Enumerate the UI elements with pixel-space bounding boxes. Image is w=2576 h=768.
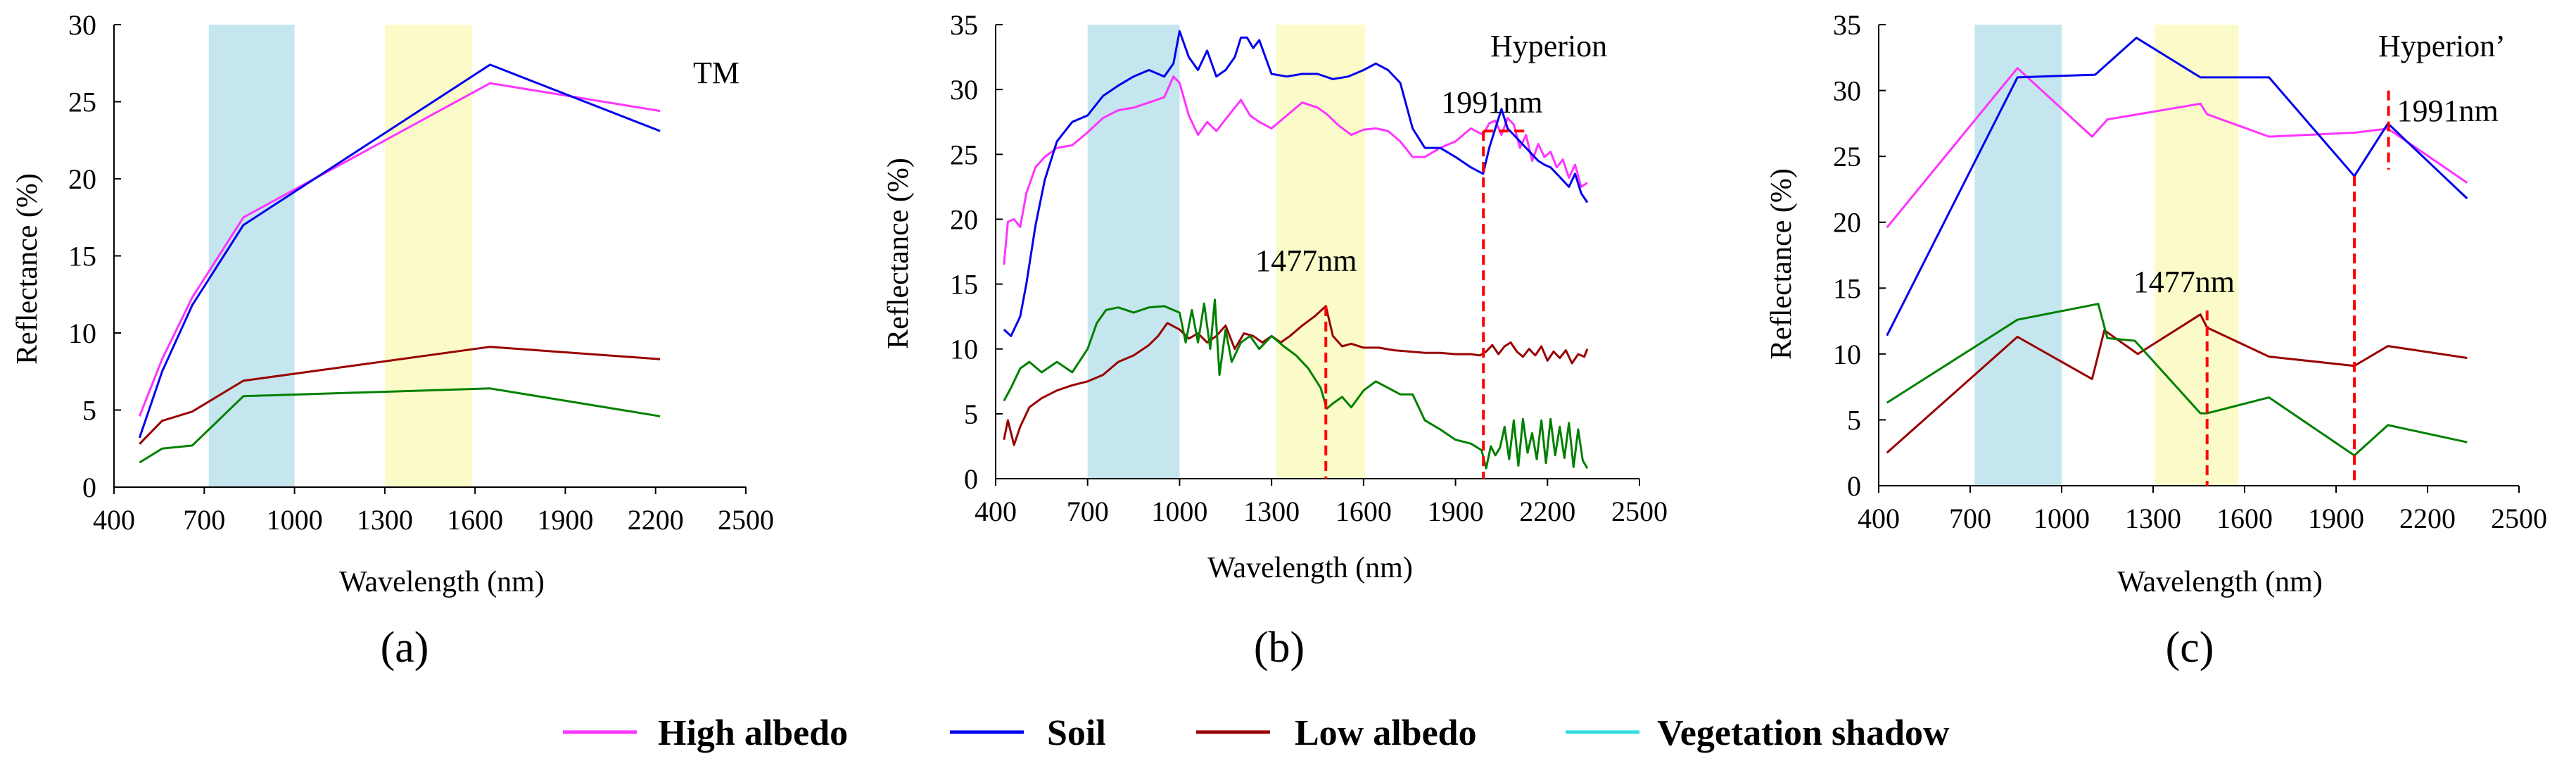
panel-label-b: (b) bbox=[1254, 624, 1305, 672]
ytick-label-b: 0 bbox=[964, 463, 978, 495]
corner-label-a: TM bbox=[693, 56, 740, 90]
xtick-label-b: 1600 bbox=[1335, 496, 1392, 527]
xtick-label-b: 1000 bbox=[1151, 496, 1207, 527]
ytick-label-c: 20 bbox=[1833, 207, 1861, 239]
series-soil-b bbox=[1003, 30, 1589, 337]
ytick-label-a: 5 bbox=[82, 395, 96, 427]
panel-c: 0 5 10 15 20 25 30 35 400 700 1000 1300 1600 1900 2200… bbox=[1765, 9, 2547, 672]
xtick-label-a: 400 bbox=[93, 504, 135, 536]
xtick-label-b: 2200 bbox=[1519, 496, 1575, 527]
legend-label-low-albedo: Low albedo bbox=[1295, 713, 1477, 753]
xtick-label-a: 1900 bbox=[537, 504, 593, 536]
marker-label-b-0: 1477nm bbox=[1255, 244, 1357, 278]
ytick-label-a: 0 bbox=[82, 472, 96, 503]
ytick-label-b: 5 bbox=[964, 398, 978, 430]
xtick-label-b: 2500 bbox=[1611, 496, 1668, 527]
xtick-label-c: 1900 bbox=[2308, 503, 2364, 534]
panel-b: 0 5 10 15 20 25 30 35 400 700 1000 1300 1600 1900 2200… bbox=[882, 9, 1668, 672]
series-high-albedo-c bbox=[1886, 67, 2468, 229]
ytick-label-b: 10 bbox=[950, 334, 978, 365]
xtick-label-a: 1000 bbox=[267, 504, 323, 536]
xtick-label-a: 2200 bbox=[628, 504, 684, 536]
xtick-label-c: 400 bbox=[1858, 503, 1900, 534]
ytick-label-c: 30 bbox=[1833, 75, 1861, 107]
xlabel-b: Wavelength (nm) bbox=[1207, 552, 1413, 584]
ytick-label-c: 0 bbox=[1847, 470, 1861, 502]
legend: High albedo Soil Low albedo Vegetation s… bbox=[563, 713, 1950, 753]
xtick-label-b: 1900 bbox=[1428, 496, 1484, 527]
xtick-label-c: 1000 bbox=[2033, 503, 2090, 534]
marker-label-c-2: 1991nm bbox=[2397, 94, 2499, 128]
ytick-label-a: 25 bbox=[68, 87, 96, 118]
ytick-label-a: 30 bbox=[68, 9, 96, 41]
panel-a: 0 5 10 15 20 25 30 400 700 1000 1300 1600 1900 2200 25… bbox=[11, 9, 774, 672]
shaded-band-b-0 bbox=[1087, 25, 1180, 479]
ytick-label-c: 10 bbox=[1833, 339, 1861, 370]
shaded-band-c-0 bbox=[1974, 25, 2062, 486]
ytick-label-b: 20 bbox=[950, 203, 978, 235]
xlabel-a: Wavelength (nm) bbox=[339, 566, 545, 598]
ylabel-a: Reflectance (%) bbox=[11, 173, 44, 365]
xtick-label-c: 700 bbox=[1949, 503, 1991, 534]
plot-area-b: 0 5 10 15 20 25 30 35 400 700 1000 1300 1600 1900 2200… bbox=[950, 9, 1668, 527]
shaded-band-b-1 bbox=[1276, 25, 1366, 479]
xtick-label-c: 1600 bbox=[2216, 503, 2273, 534]
xlabel-c: Wavelength (nm) bbox=[2117, 566, 2323, 598]
ytick-label-a: 15 bbox=[68, 241, 96, 272]
plot-area-a: 0 5 10 15 20 25 30 400 700 1000 1300 1600 1900 2200 25… bbox=[68, 9, 774, 536]
legend-label-soil: Soil bbox=[1047, 713, 1106, 753]
shaded-band-a-1 bbox=[384, 25, 472, 487]
xtick-label-c: 1300 bbox=[2125, 503, 2181, 534]
xtick-label-b: 700 bbox=[1067, 496, 1109, 527]
ytick-label-c: 5 bbox=[1847, 404, 1861, 436]
xtick-label-c: 2500 bbox=[2491, 503, 2547, 534]
series-high-albedo-b bbox=[1003, 75, 1588, 265]
series-soil-c bbox=[1886, 37, 2468, 336]
series-high-albedo-a bbox=[138, 82, 661, 417]
ytick-label-b: 35 bbox=[950, 9, 978, 41]
legend-label-vegetation-shadow: Vegetation shadow bbox=[1657, 713, 1950, 753]
ylabel-c: Reflectance (%) bbox=[1765, 168, 1798, 360]
corner-label-b: Hyperion bbox=[1490, 29, 1607, 63]
corner-label-c: Hyperion’ bbox=[2378, 29, 2506, 63]
xtick-label-a: 1600 bbox=[447, 504, 503, 536]
marker-label-b-1: 1991nm bbox=[1441, 85, 1542, 120]
series-soil-a bbox=[138, 63, 661, 439]
xtick-label-b: 1300 bbox=[1243, 496, 1300, 527]
xtick-label-a: 700 bbox=[183, 504, 225, 536]
series-vegetation-shadow-a bbox=[139, 387, 661, 464]
xtick-label-c: 2200 bbox=[2399, 503, 2456, 534]
xtick-label-a: 2500 bbox=[718, 504, 774, 536]
ytick-label-a: 20 bbox=[68, 163, 96, 195]
ytick-label-b: 25 bbox=[950, 139, 978, 170]
legend-label-high-albedo: High albedo bbox=[658, 713, 848, 753]
ytick-label-c: 35 bbox=[1833, 9, 1861, 41]
series-low-albedo-c bbox=[1886, 313, 2468, 454]
ytick-label-c: 15 bbox=[1833, 272, 1861, 304]
xtick-label-b: 400 bbox=[975, 496, 1017, 527]
ylabel-b: Reflectance (%) bbox=[882, 158, 915, 349]
series-low-albedo-a bbox=[139, 346, 661, 445]
plot-area-c: 0 5 10 15 20 25 30 35 400 700 1000 1300 1600 1900 2200… bbox=[1833, 9, 2547, 534]
ytick-label-b: 15 bbox=[950, 269, 978, 301]
series-vegetation-shadow-b bbox=[1003, 298, 1589, 470]
panel-label-a: (a) bbox=[381, 624, 429, 672]
shaded-band-c-1 bbox=[2155, 25, 2239, 486]
xtick-label-a: 1300 bbox=[357, 504, 413, 536]
marker-label-c-0: 1477nm bbox=[2133, 265, 2235, 299]
ytick-label-c: 25 bbox=[1833, 141, 1861, 172]
ytick-label-a: 10 bbox=[68, 317, 96, 349]
ytick-label-b: 30 bbox=[950, 74, 978, 106]
series-vegetation-shadow-c bbox=[1886, 303, 2468, 457]
panel-label-c: (c) bbox=[2166, 624, 2214, 672]
